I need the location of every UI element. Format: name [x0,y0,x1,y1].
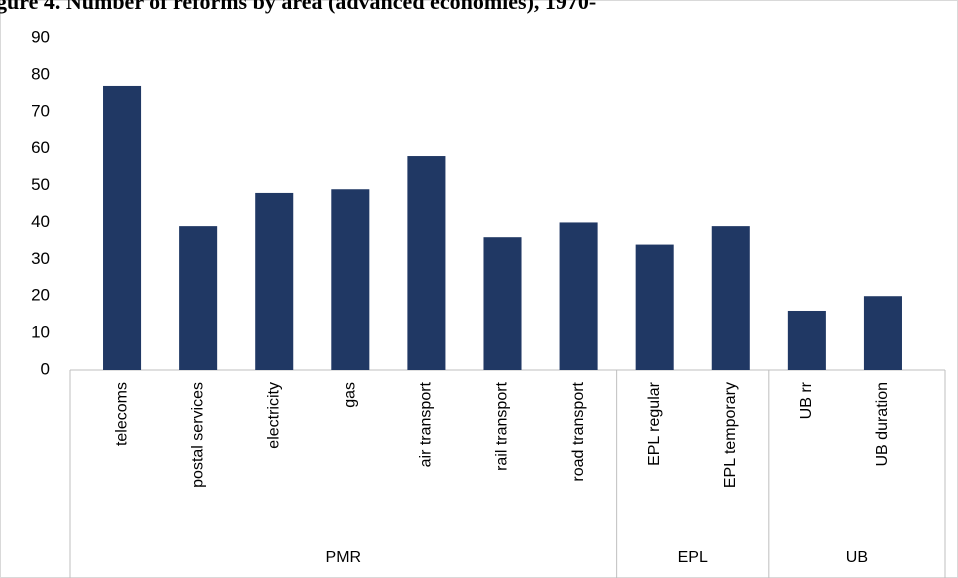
x-tick-label: road transport [570,381,587,481]
bar [179,226,218,370]
x-tick-label: air transport [418,381,435,467]
bar [407,156,446,370]
bar [483,237,522,370]
x-tick-label: UB duration [874,382,891,467]
group-label: UB [846,549,868,566]
bar [711,226,750,370]
y-tick-label: 0 [41,359,50,378]
y-tick-label: 80 [31,64,50,83]
x-tick-label: UB rr [798,381,815,419]
bar [863,296,902,370]
bar [331,189,370,370]
x-tick-label: telecoms [113,382,130,446]
y-tick-label: 50 [31,175,50,194]
x-tick-label: gas [342,382,359,408]
y-tick-label: 90 [31,27,50,46]
x-tick-label: electricity [265,382,282,449]
bar [103,85,142,370]
y-tick-label: 60 [31,138,50,157]
bar [559,222,598,370]
y-tick-label: 40 [31,212,50,231]
group-label: EPL [678,549,708,566]
x-tick-label: EPL temporary [722,382,739,488]
y-tick-label: 30 [31,249,50,268]
group-label: PMR [326,549,362,566]
x-tick-label: rail transport [494,381,511,470]
y-tick-label: 70 [31,101,50,120]
chart-title: gure 4. Number of reforms by area (advan… [0,0,596,14]
x-tick-label: EPL regular [646,381,663,466]
bar [255,192,294,370]
bar [635,244,674,370]
y-tick-label: 20 [31,286,50,305]
y-tick-label: 10 [31,323,50,342]
x-tick-label: postal services [189,382,206,488]
bar [787,310,826,370]
